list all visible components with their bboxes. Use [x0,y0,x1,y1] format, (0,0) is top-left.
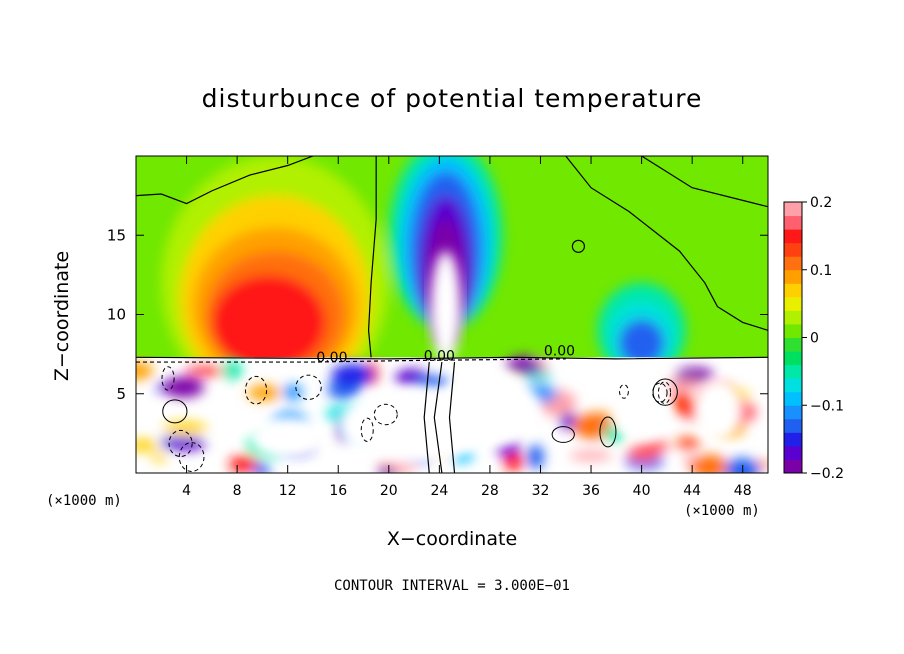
colorbar-swatch [784,391,802,406]
contour-loop [551,426,575,443]
warm-anomaly-layer [211,274,326,370]
contour-lines [136,156,768,473]
colorbar-swatch [784,256,802,271]
contour-loop [373,403,398,426]
x-tick-label-32: 32 [532,483,550,499]
colorbar-label-1: 0.1 [810,263,832,279]
y-axis: 5 10 15 [107,226,768,403]
contour-loop [599,416,617,448]
contour-label-1: 0.00 [424,348,455,364]
colorbar-swatch [784,323,802,338]
colorbar-swatch [784,337,802,352]
colorbar-swatch [784,229,802,244]
colorbar-swatch [784,378,802,393]
contour-line [448,361,456,473]
contour-loop [168,429,193,458]
x-tick-label-12: 12 [279,483,297,499]
contour-line [136,156,314,205]
x-tick-label-40: 40 [633,483,651,499]
contour-loop [295,374,322,400]
x-tick-label-16: 16 [329,483,347,499]
x-unit-right: (×1000 m) [684,503,760,519]
colorbar-swatch [784,459,802,474]
lower-turbulent-layer [136,356,768,473]
contour-line [565,156,768,331]
x-axis-label: X−coordinate [386,528,518,550]
contour-interval-note: CONTOUR INTERVAL = 3.000E−01 [333,578,570,594]
colorbar-label-4: −0.2 [810,466,844,482]
contour-line [136,358,566,363]
colorbar-swatch [784,202,802,217]
colorbar-label-2: 0 [810,331,819,347]
contour-labels: 0.00 0.00 0.00 [316,344,575,366]
x-tick-label-24: 24 [430,483,448,499]
x-tick-label-28: 28 [481,483,499,499]
contour-label-0: 0.00 [316,350,347,366]
x-axis: 4 8 12 16 20 24 28 32 36 40 44 48 [182,156,752,499]
x-tick-label-48: 48 [734,483,752,499]
colorbar-swatch [784,351,802,366]
colorbar-swatch [784,269,802,284]
contour-loop [161,366,175,391]
cold-anomaly-layer [618,319,665,367]
colorbar-swatch [784,418,802,433]
colorbar-label-3: −0.1 [810,398,844,414]
chart-title: disturbunce of potential temperature [201,84,703,113]
contour-label-2: 0.00 [544,344,575,360]
saturated-plume-core [430,251,461,363]
contour-loop [652,378,678,406]
contour-line [433,361,443,473]
contour-line [641,156,768,208]
contour-loop [244,375,268,405]
contour-loop [178,442,205,472]
y-axis-label: Z−coordinate [51,250,73,382]
colorbar-swatch [784,445,802,460]
colorbar-swatch [784,215,802,230]
colorbar-swatch [784,283,802,298]
colorbar-swatch [784,296,802,311]
x-tick-label-4: 4 [182,483,191,499]
x-tick-label-20: 20 [380,483,398,499]
x-tick-label-36: 36 [582,483,600,499]
contour-loop [657,381,672,404]
contour-loop [360,417,374,443]
contour-loop [571,239,586,253]
colorbar: 0.2 0.1 0 −0.1 −0.2 [783,195,844,482]
contour-loop [652,382,668,403]
x-tick-label-8: 8 [233,483,242,499]
contour-line [423,361,430,473]
y-tick-label-5: 5 [116,385,126,403]
contour-loop [619,384,629,399]
colorbar-swatch [784,364,802,379]
x-unit-left: (×1000 m) [46,493,122,509]
colorbar-swatch [784,405,802,420]
colorbar-swatch [784,310,802,325]
y-tick-label-10: 10 [107,306,126,324]
colorbar-swatch [784,432,802,447]
contour-loop [162,399,188,424]
colorbar-swatch [784,242,802,257]
contour-line [136,356,768,360]
y-tick-label-15: 15 [107,226,126,244]
contour-line [367,156,377,358]
field-layer [136,156,768,473]
colorbar-label-0: 0.2 [810,195,832,211]
x-tick-label-44: 44 [683,483,701,499]
